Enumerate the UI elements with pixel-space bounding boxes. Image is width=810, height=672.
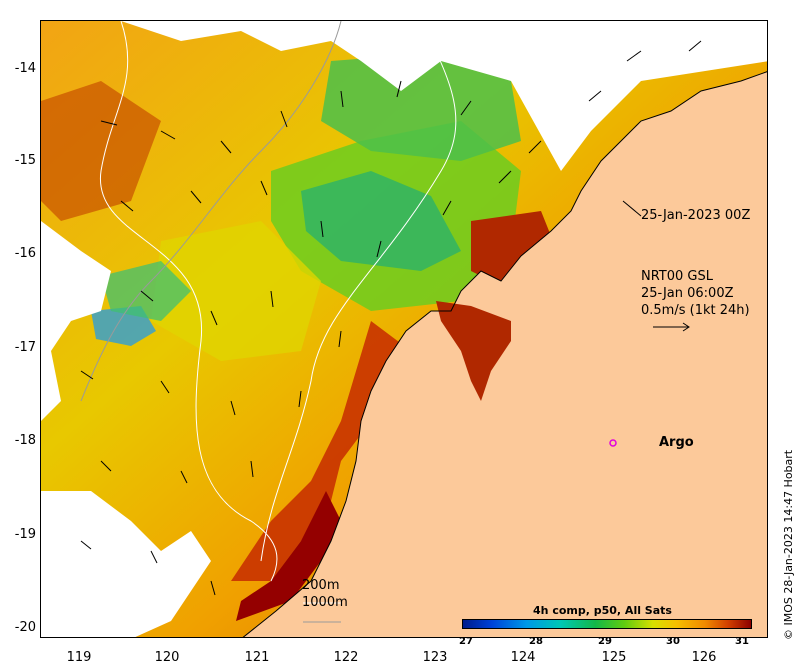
current-scale-arrow [653,322,690,332]
sst-map [40,20,768,638]
x-tick-label: 119 [66,650,92,665]
x-tick-label: 121 [244,650,270,665]
colorbar-tick: 27 [459,636,473,647]
sst-cool-patch-west-2 [101,261,191,321]
y-tick-label: -15 [14,153,36,168]
coastline [242,71,767,637]
cloud-southwest [41,491,211,637]
y-tick-label: -16 [14,246,36,261]
colorbar-tick: 30 [666,636,680,647]
colorbar [462,619,752,629]
sst-cool-band-north [321,51,521,161]
x-tick-label: 120 [154,650,180,665]
y-tick-label: -20 [14,620,36,635]
colorbar-tick: 29 [598,636,612,647]
sst-yellow-band [151,221,321,361]
y-tick-label: -14 [14,61,36,76]
shelf-contour [80,21,342,402]
isobath-1000m-label: 1000m [302,595,348,610]
isobath-200m-label: 200m [302,578,340,593]
y-tick-label: -19 [14,527,36,542]
x-tick-label: 126 [691,650,717,665]
current-model-label: NRT00 GSL [641,269,713,284]
sst-hot-coast [236,491,341,621]
current-vectors [80,40,702,596]
x-tick-label: 122 [333,650,359,665]
land-inlet [436,301,511,401]
y-tick-label: -18 [14,433,36,448]
sst-map-canvas [41,21,767,637]
credit-text: © IMOS 28-Jan-2023 14:47 Hobart [782,449,795,640]
current-time-label: 25-Jan 06:00Z [641,286,734,301]
y-tick-label: -17 [14,340,36,355]
x-tick-label: 125 [601,650,627,665]
colorbar-tick: 31 [735,636,749,647]
colorbar-tick: 28 [529,636,543,647]
cloud-north [41,21,767,171]
x-tick-label: 124 [510,650,536,665]
argo-label[interactable]: Argo [659,435,694,450]
isobath-200m [99,21,278,582]
sst-warm-coast [231,321,411,581]
date-pointer [622,200,642,217]
colorbar-title: 4h comp, p50, All Sats [533,604,672,617]
x-tick-label: 123 [422,650,448,665]
sst-cool-core [301,171,461,271]
isobath-1000m [260,21,457,562]
sst-warm-northwest [41,81,161,221]
date-label: 25-Jan-2023 00Z [641,208,751,223]
cloud-west [41,221,111,421]
argo-marker[interactable] [609,439,617,447]
current-scale-label: 0.5m/s (1kt 24h) [641,303,750,318]
land-mass [243,71,767,637]
